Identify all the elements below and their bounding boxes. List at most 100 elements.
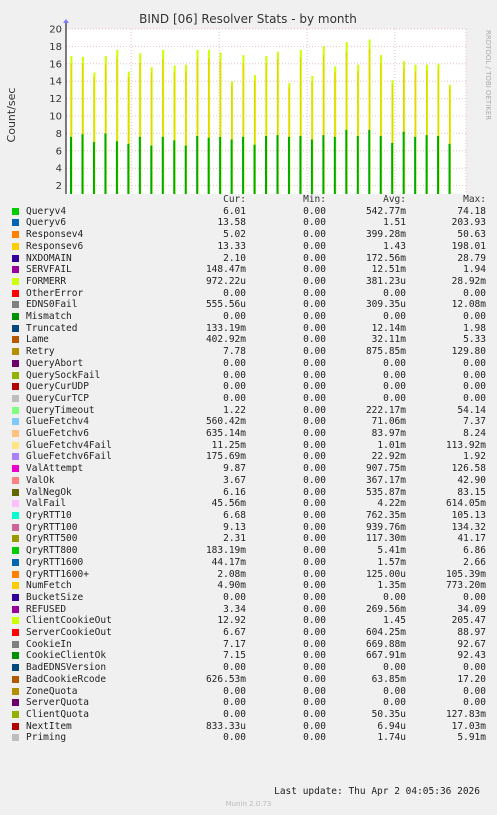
legend-swatch [12, 242, 19, 250]
legend-row: GlueFetchv4Fail 11.25m 0.00 1.01m 113.92m [12, 440, 492, 452]
legend-series-name: CookieIn [26, 638, 72, 650]
legend-series-name: QueryTimeout [26, 404, 95, 416]
legend-row: Responsev6 13.33 0.00 1.43 198.01 [12, 241, 492, 253]
legend-min: 0.00 [303, 521, 326, 533]
legend-cur: 175.69m [205, 451, 246, 463]
bar-responsev6 [173, 72, 176, 194]
bar-responsev6 [311, 81, 313, 194]
last-update: Last update: Thu Apr 2 04:05:36 2026 [274, 786, 480, 797]
legend-swatch [12, 359, 19, 367]
y-tick-label: 4 [56, 164, 62, 175]
legend-avg: 875.85m [365, 346, 406, 358]
legend-row: GlueFetchv6Fail 175.69m 0.00 22.92m 1.92 [12, 451, 492, 463]
legend-max: 134.32 [451, 521, 486, 533]
legend-series-name: NumFetch [26, 580, 72, 592]
legend-series-name: Queryv4 [26, 205, 67, 217]
legend-max: 1.98 [463, 322, 486, 334]
y-tick-label: 10 [49, 112, 62, 123]
legend-row: Truncated 133.19m 0.00 12.14m 1.98 [12, 323, 492, 335]
legend-max: 203.93 [451, 217, 486, 229]
legend-avg: 0.00 [383, 685, 406, 697]
legend-row: ZoneQuota 0.00 0.00 0.00 0.00 [12, 686, 492, 698]
legend-avg: 399.28m [365, 229, 406, 241]
legend-swatch [12, 418, 19, 426]
legend-row: QryRTT10 6.68 0.00 762.35m 105.13 [12, 510, 492, 522]
bar-queryv4 [219, 136, 222, 194]
legend-row: QueryCurUDP 0.00 0.00 0.00 0.00 [12, 381, 492, 393]
y-tick-label: 14 [49, 77, 62, 88]
bar-queryv4 [127, 143, 130, 194]
y-tick-label: 12 [49, 94, 62, 105]
legend-series-name: ZoneQuota [26, 685, 78, 697]
legend-max: 0.00 [463, 311, 486, 323]
legend-avg: 1.45 [383, 615, 406, 627]
legend-cur: 7.17 [223, 638, 246, 650]
legend-cur: 402.92m [205, 334, 246, 346]
bar-responsev6 [219, 60, 221, 194]
legend-avg: 367.17m [365, 474, 406, 486]
legend-series-name: ServerCookieOut [26, 627, 112, 639]
legend-max: 41.17 [457, 533, 486, 545]
bar-responsev6 [104, 63, 107, 194]
legend-row: ValAttempt 9.87 0.00 907.75m 126.58 [12, 463, 492, 475]
legend-swatch [12, 535, 19, 543]
legend-swatch [12, 394, 19, 402]
legend-header-cur: Cur: [223, 194, 246, 205]
bar-queryv4 [230, 139, 233, 194]
legend-min: 0.00 [303, 392, 326, 404]
legend-series-name: GlueFetchv4Fail [26, 439, 112, 451]
bar-queryv4 [207, 137, 210, 194]
legend-min: 0.00 [303, 474, 326, 486]
legend-min: 0.00 [303, 650, 326, 662]
legend-row: QueryAbort 0.00 0.00 0.00 0.00 [12, 358, 492, 370]
legend-series-name: CookieClientOk [26, 650, 107, 662]
legend-series-name: ValAttempt [26, 463, 84, 475]
legend-series-name: QueryAbort [26, 357, 84, 369]
y-tick-label: 18 [49, 42, 62, 53]
bar-responsev6 [414, 71, 416, 194]
legend-max: 83.15 [457, 486, 486, 498]
legend-cur: 0.00 [223, 697, 246, 709]
legend-avg: 0.00 [383, 392, 406, 404]
legend-row: BadCookieRcode 626.53m 0.00 63.85m 17.20 [12, 674, 492, 686]
legend-avg: 669.88m [365, 638, 406, 650]
legend-min: 0.00 [303, 720, 326, 732]
legend-min: 0.00 [303, 439, 326, 451]
legend-max: 614.05m [445, 498, 486, 510]
legend-max: 17.03m [451, 720, 486, 732]
legend-swatch [12, 441, 19, 449]
legend-avg: 535.87m [365, 486, 406, 498]
bar-responsev6 [185, 71, 187, 194]
legend-series-name: ClientCookieOut [26, 615, 112, 627]
legend-avg: 4.22m [377, 498, 406, 510]
legend-row: OtherError 0.00 0.00 0.00 0.00 [12, 288, 492, 300]
legend-cur: 2.08m [217, 568, 246, 580]
bar-responsev6 [299, 57, 302, 194]
legend-cur: 7.78 [223, 346, 246, 358]
legend-avg: 12.51m [371, 264, 406, 276]
legend-min: 0.00 [303, 217, 326, 229]
munin-version: Munin 2.0.73 [225, 800, 272, 808]
legend-row: Mismatch 0.00 0.00 0.00 0.00 [12, 311, 492, 323]
legend-swatch [12, 629, 19, 637]
bar-responsev6 [391, 84, 393, 194]
legend-max: 205.47 [451, 615, 486, 627]
legend-avg: 125.00u [365, 568, 406, 580]
legend-max: 127.83m [445, 708, 486, 720]
chart: BIND [06] Resolver Stats - by month Coun… [0, 0, 497, 194]
legend-cur: 1.22 [223, 404, 246, 416]
legend-row: BucketSize 0.00 0.00 0.00 0.00 [12, 592, 492, 604]
legend-series-name: Priming [26, 732, 67, 744]
bar-queryv4 [333, 136, 336, 194]
bar-queryv4 [322, 135, 325, 194]
legend-cur: 0.00 [223, 369, 246, 381]
bar-responsev6 [403, 68, 405, 194]
bar-responsev6 [70, 63, 72, 194]
bar-queryv4 [196, 136, 199, 194]
legend-max: 113.92m [445, 439, 486, 451]
legend-avg: 667.91m [365, 650, 406, 662]
legend-cur: 6.68 [223, 509, 246, 521]
legend-avg: 222.17m [365, 404, 406, 416]
y-tick-label: 20 [49, 25, 62, 36]
legend-header-min: Min: [303, 194, 326, 205]
